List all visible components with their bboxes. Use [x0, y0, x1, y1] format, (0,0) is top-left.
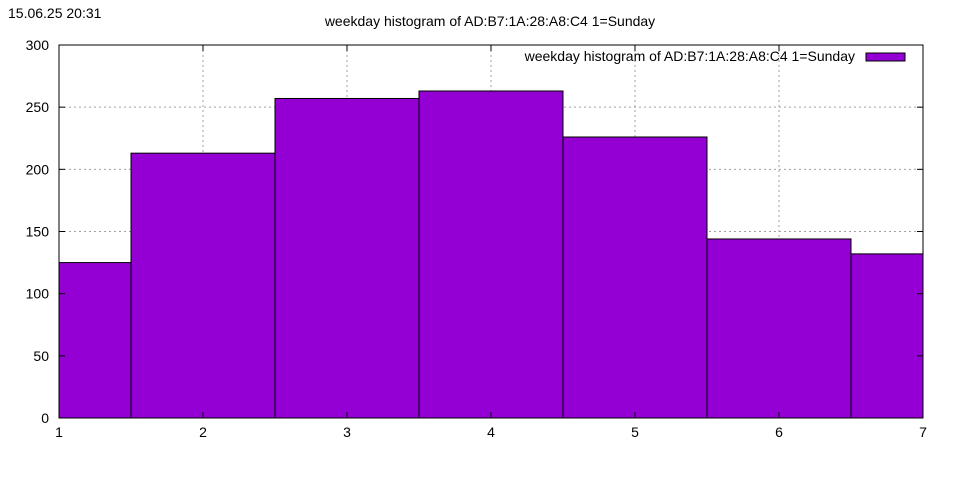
x-tick-label: 4 — [487, 424, 495, 440]
bar-day-4 — [418, 90, 564, 419]
x-tick-label: 5 — [631, 424, 639, 440]
bar-day-2 — [130, 152, 276, 419]
legend-swatch — [865, 52, 906, 62]
bar-day-1 — [58, 262, 132, 419]
x-tick-label: 7 — [919, 424, 927, 440]
x-tick-label: 3 — [343, 424, 351, 440]
y-tick-label: 100 — [26, 286, 50, 302]
axis-ticks: 0 50 100 150 200 250 300 1 2 3 4 5 6 7 — [26, 37, 927, 440]
bar-day-3 — [274, 97, 420, 419]
y-tick-label: 300 — [26, 37, 50, 53]
bar-day-6 — [706, 238, 852, 419]
y-tick-label: 200 — [26, 161, 50, 177]
x-tick-label: 2 — [199, 424, 207, 440]
legend: weekday histogram of AD:B7:1A:28:A8:C4 1… — [524, 48, 906, 64]
x-tick-label: 1 — [55, 424, 63, 440]
y-tick-label: 0 — [41, 410, 49, 426]
chart-title: weekday histogram of AD:B7:1A:28:A8:C4 1… — [324, 13, 655, 29]
bar-day-7 — [850, 253, 924, 419]
bar-day-5 — [562, 136, 708, 419]
legend-label: weekday histogram of AD:B7:1A:28:A8:C4 1… — [524, 48, 855, 64]
timestamp: 15.06.25 20:31 — [8, 5, 102, 21]
y-tick-label: 50 — [33, 348, 49, 364]
bars — [58, 90, 924, 419]
y-tick-label: 150 — [26, 224, 50, 240]
y-tick-label: 250 — [26, 99, 50, 115]
x-tick-label: 6 — [775, 424, 783, 440]
